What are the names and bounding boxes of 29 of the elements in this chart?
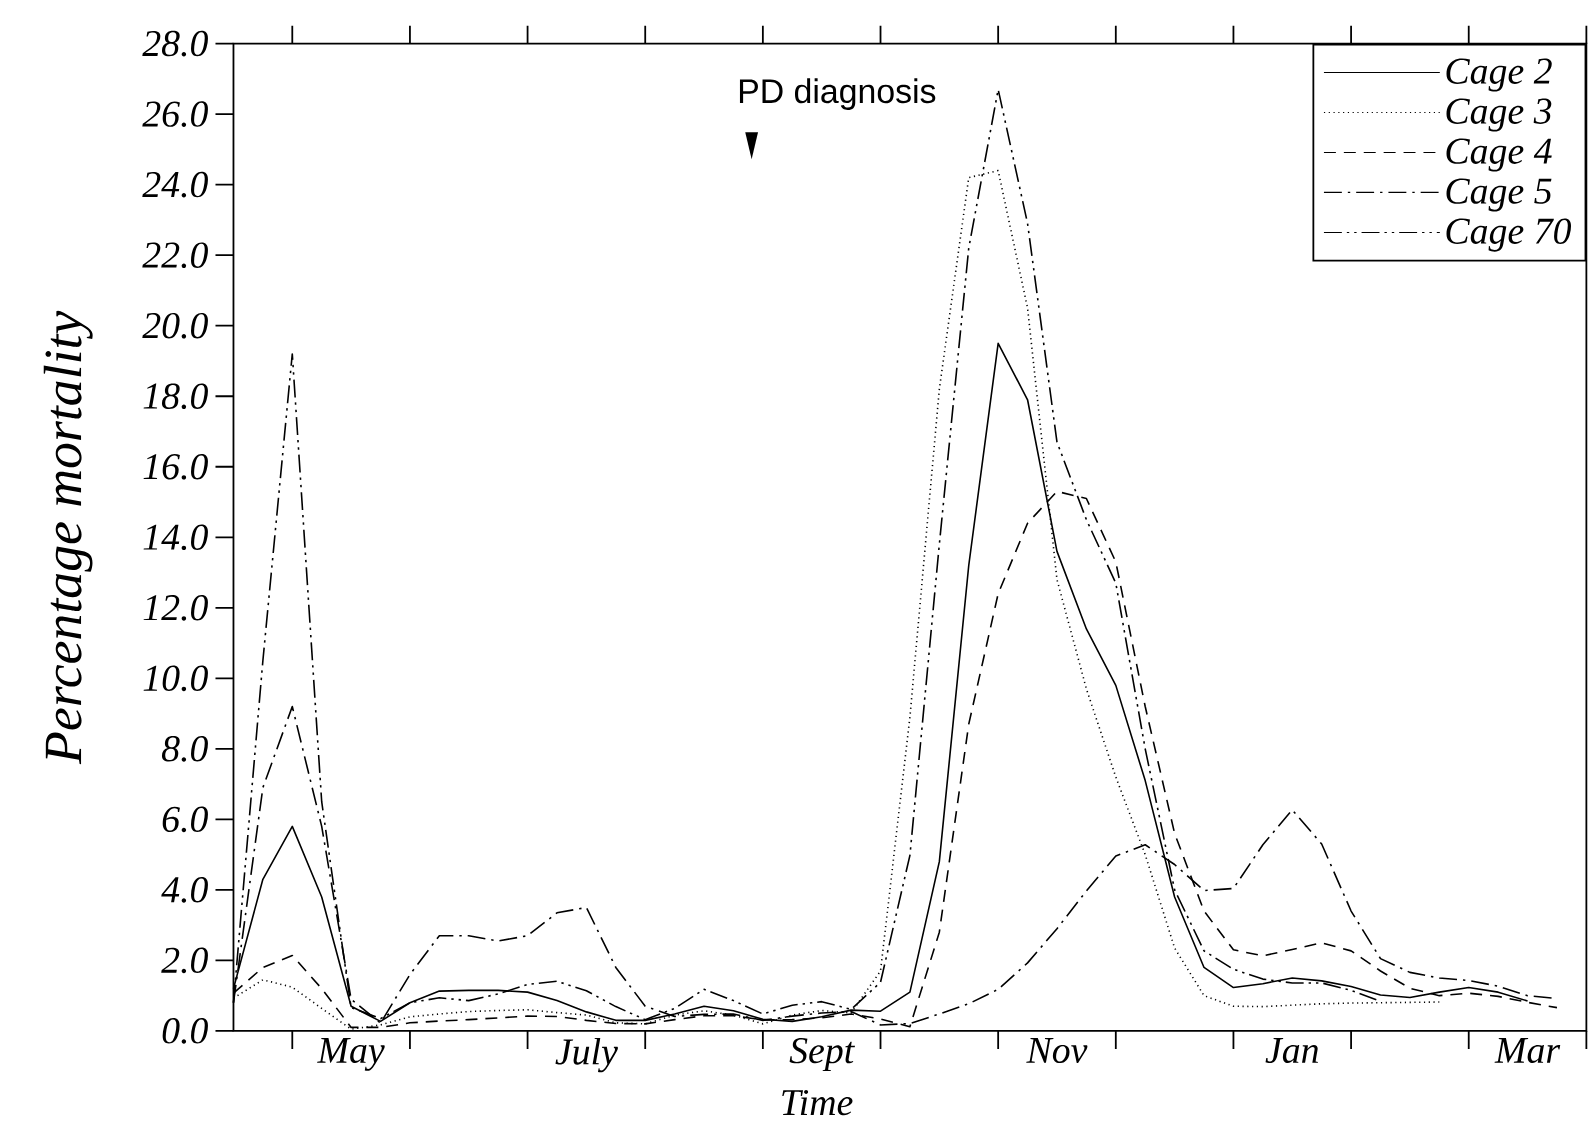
x-tick-label: Jan <box>1265 1038 1318 1064</box>
annotation: PD diagnosis <box>739 78 936 110</box>
legend-label: Cage 70 <box>1446 218 1572 252</box>
y-tick-label: 28.0 <box>142 30 208 57</box>
y-tick-label: 22.0 <box>142 242 208 269</box>
y-tick-label: 10.0 <box>143 665 208 692</box>
y-tick-label: 6.0 <box>162 806 208 833</box>
y-tick-label: 26.0 <box>142 101 208 128</box>
x-tick-label: May <box>317 1038 385 1071</box>
y-tick-label: 14.0 <box>143 524 208 551</box>
x-tick-label: July <box>555 1038 618 1073</box>
legend-label: Cage 5 <box>1446 178 1552 212</box>
y-tick-label: 8.0 <box>161 736 208 762</box>
x-axis-title: Time <box>782 1090 853 1116</box>
y-tick-label: 12.0 <box>143 595 208 621</box>
y-tick-label: 24.0 <box>142 171 208 198</box>
y-tick-label: 16.0 <box>143 454 208 480</box>
y-axis-title: Percentage mortality <box>43 310 93 765</box>
y-tick-label: 2.0 <box>161 947 208 974</box>
x-tick-label: Mar <box>1494 1038 1561 1064</box>
x-tick-label: Nov <box>1026 1038 1088 1064</box>
y-tick-label: 18.0 <box>143 383 208 410</box>
y-tick-label: 0.0 <box>162 1018 208 1044</box>
y-tick-label: 20.0 <box>142 313 208 339</box>
legend-label: Cage 4 <box>1446 138 1552 172</box>
legend-label: Cage 2 <box>1446 58 1552 92</box>
x-tick-label: Sept <box>789 1038 856 1072</box>
y-tick-label: 4.0 <box>161 877 208 903</box>
legend-label: Cage 3 <box>1446 98 1552 132</box>
